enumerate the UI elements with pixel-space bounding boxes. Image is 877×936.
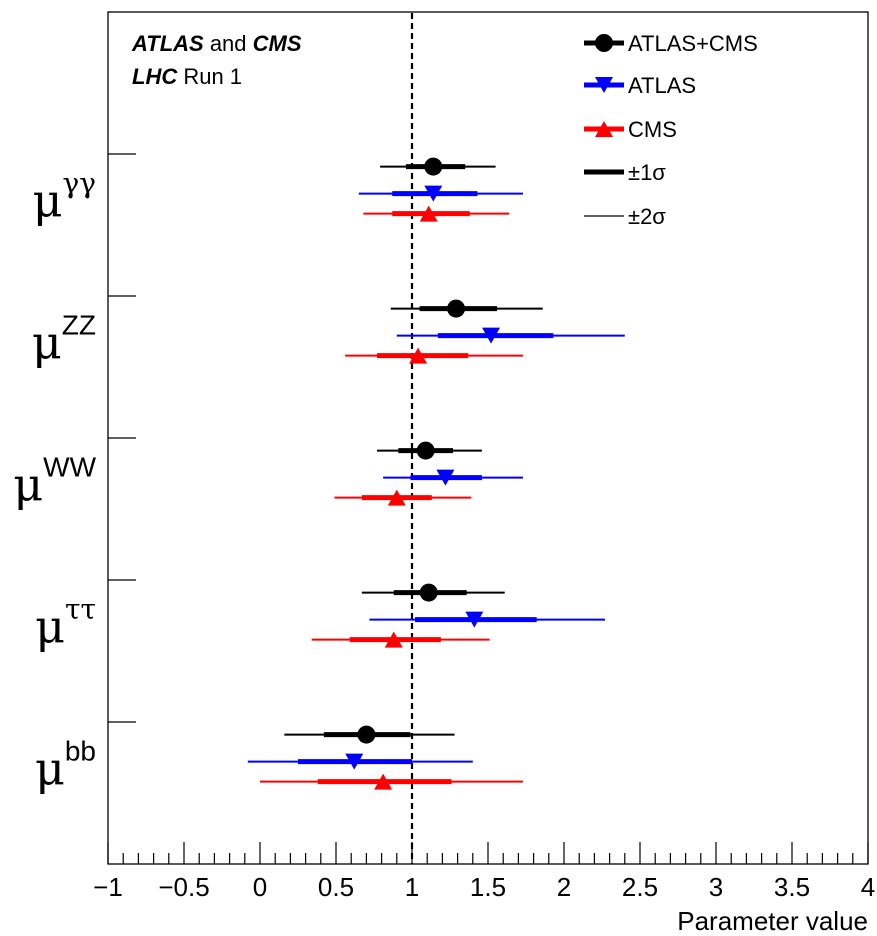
category-base: μ: [32, 316, 62, 370]
legend-symbol-marker: [595, 34, 613, 52]
atlas-point: [465, 611, 484, 628]
y-category-label: μττ: [35, 593, 96, 654]
cms-point: [374, 773, 393, 790]
category-superscript: ττ: [65, 593, 96, 626]
atlas-point: [424, 185, 443, 202]
cms-point: [384, 631, 403, 648]
category-superscript: bb: [65, 736, 96, 767]
annotation-segment: CMS: [253, 31, 302, 56]
atlas-cms-point: [447, 299, 466, 318]
annotation-segment: and: [204, 31, 253, 56]
x-tick-label: 4: [861, 872, 875, 902]
x-tick-label: 2: [557, 872, 571, 902]
annotation-line1: ATLAS and CMS: [131, 31, 302, 56]
plot-frame: [107, 11, 869, 865]
atlas-cms-point: [357, 725, 376, 744]
x-tick-label: 0: [253, 872, 267, 902]
x-tick-label: −0.5: [158, 872, 209, 902]
category-superscript: ZZ: [62, 310, 96, 341]
atlas-cms-point: [424, 157, 443, 176]
annotation-segment: Run 1: [177, 64, 242, 89]
category-base: μ: [35, 600, 65, 654]
category-base: μ: [35, 742, 65, 796]
category-superscript: WW: [43, 452, 96, 483]
annotation-segment: LHC: [132, 64, 178, 89]
y-category-label: μWW: [13, 452, 96, 512]
legend-label: ±1σ: [628, 160, 666, 185]
category-base: μ: [33, 174, 63, 228]
x-tick-label: 1.5: [470, 872, 506, 902]
atlas-point: [436, 469, 455, 486]
atlas-cms-point: [419, 583, 438, 602]
experiment-annotation: ATLAS and CMS LHC Run 1: [131, 31, 302, 89]
x-tick-label: −1: [93, 872, 123, 902]
data-layer: [247, 157, 625, 790]
legend-symbol-marker: [595, 121, 613, 137]
legend-label: ATLAS+CMS: [628, 31, 758, 56]
cms-point: [387, 489, 406, 506]
legend-symbol-marker: [595, 77, 613, 93]
atlas-point: [345, 753, 364, 770]
legend-label: CMS: [628, 117, 677, 142]
x-tick-label: 0.5: [318, 872, 354, 902]
category-base: μ: [13, 458, 43, 512]
y-category-label: μγγ: [33, 167, 96, 228]
x-tick-label: 2.5: [622, 872, 658, 902]
legend-label: ±2σ: [628, 204, 666, 229]
category-superscript: γγ: [63, 167, 96, 200]
cms-point: [419, 205, 438, 222]
annotation-line2: LHC Run 1: [132, 64, 242, 89]
x-tick-label: 3: [709, 872, 723, 902]
plot-frame-layer: [107, 11, 869, 865]
y-category-label: μbb: [35, 736, 96, 796]
legend: ATLAS+CMS ATLAS CMS ±1σ ±2σ: [584, 31, 758, 229]
x-axis-label: Parameter value: [677, 906, 868, 936]
cms-point: [409, 347, 428, 364]
x-tick-label: 3.5: [774, 872, 810, 902]
x-tick-label: 1: [405, 872, 419, 902]
x-axis: −1 −0.5 0 0.5 1 1.5 2 2.5 3 3.5 4 Parameter value: [93, 842, 875, 936]
annotation-segment: ATLAS: [131, 31, 204, 56]
y-category-label: μZZ: [32, 310, 96, 370]
atlas-cms-point: [416, 441, 435, 460]
legend-label: ATLAS: [628, 73, 696, 98]
atlas-point: [482, 327, 501, 344]
